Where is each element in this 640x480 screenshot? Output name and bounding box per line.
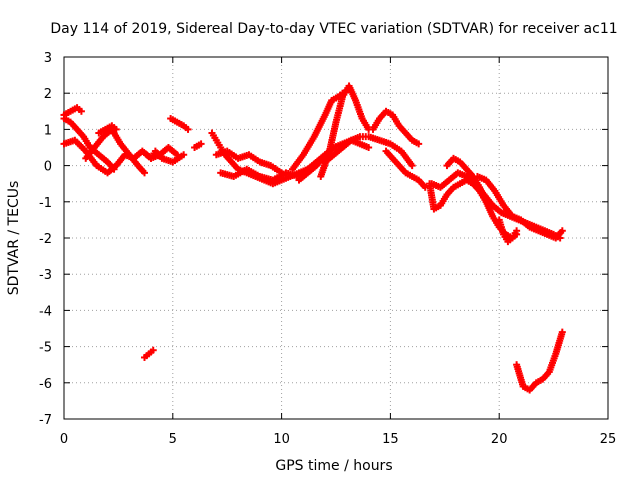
point-track-8 [149,346,157,354]
point-track-6 [180,151,188,159]
y-tick-label: 2 [44,87,52,102]
y-tick-label: -5 [39,341,52,356]
x-tick-label: 25 [600,432,617,447]
data-points [60,82,566,394]
y-tick-label: -4 [39,304,52,319]
y-tick-label: -1 [39,196,52,211]
x-axis-label: GPS time / hours [275,458,392,474]
x-axis: 0 5 10 15 20 25 [60,57,616,447]
point-track-14 [365,144,373,151]
point-track-9 [197,140,205,148]
point-track-2 [77,107,85,115]
y-tick-label: -6 [39,377,52,392]
y-tick-label: 1 [44,123,52,138]
chart-title: Day 114 of 2019, Sidereal Day-to-day VTE… [50,21,617,37]
x-tick-label: 20 [491,432,508,447]
x-tick-label: 0 [60,432,68,447]
point-track-4 [141,169,149,177]
x-tick-label: 15 [382,432,399,447]
point-track-22 [558,227,566,235]
point-track-17 [415,140,423,148]
point-track-24 [558,328,566,336]
y-tick-label: -7 [39,413,52,428]
point-track-23 [513,227,521,235]
point-track-7 [184,125,192,133]
y-axis-label: SDTVAR / TECUs [6,181,22,296]
y-tick-label: -3 [39,268,52,283]
point-track-16 [408,162,416,170]
y-tick-label: 3 [44,51,52,66]
y-tick-label: 0 [44,160,52,175]
y-tick-label: -2 [39,232,52,247]
x-tick-label: 5 [169,432,177,447]
point-track-5 [112,125,120,133]
x-tick-label: 10 [273,432,290,447]
y-axis: -7 -6 -5 -4 -3 -2 -1 0 1 2 3 [39,51,608,428]
